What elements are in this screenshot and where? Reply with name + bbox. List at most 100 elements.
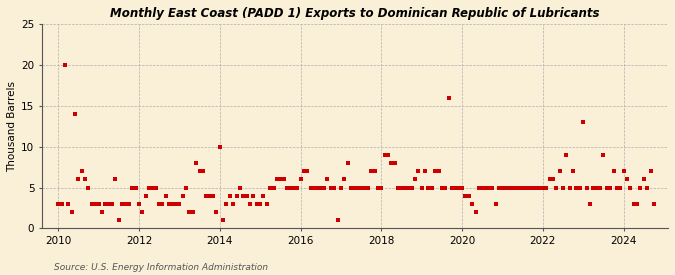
Point: [403, 185, 414, 190]
Point: [224, 194, 235, 198]
Point: [342, 161, 353, 165]
Point: [234, 185, 245, 190]
Point: [315, 185, 326, 190]
Point: [504, 185, 514, 190]
Point: [130, 185, 141, 190]
Point: [151, 185, 161, 190]
Point: [178, 194, 188, 198]
Point: [470, 210, 481, 214]
Point: [83, 185, 94, 190]
Point: [322, 177, 333, 182]
Point: [70, 112, 80, 116]
Point: [493, 185, 504, 190]
Point: [628, 202, 639, 206]
Point: [410, 177, 421, 182]
Point: [450, 185, 461, 190]
Point: [221, 202, 232, 206]
Point: [208, 194, 219, 198]
Point: [524, 185, 535, 190]
Point: [574, 185, 585, 190]
Point: [514, 185, 524, 190]
Point: [120, 202, 131, 206]
Point: [97, 210, 107, 214]
Point: [100, 202, 111, 206]
Point: [157, 202, 168, 206]
Point: [510, 185, 521, 190]
Point: [295, 177, 306, 182]
Point: [107, 202, 117, 206]
Point: [124, 202, 134, 206]
Point: [258, 194, 269, 198]
Point: [349, 185, 360, 190]
Point: [645, 169, 656, 173]
Point: [578, 120, 589, 124]
Point: [373, 185, 383, 190]
Point: [154, 202, 165, 206]
Point: [437, 185, 448, 190]
Point: [464, 194, 475, 198]
Point: [103, 202, 114, 206]
Point: [110, 177, 121, 182]
Title: Monthly East Coast (PADD 1) Exports to Dominican Republic of Lubricants: Monthly East Coast (PADD 1) Exports to D…: [110, 7, 600, 20]
Point: [389, 161, 400, 165]
Point: [541, 185, 551, 190]
Point: [595, 185, 605, 190]
Point: [608, 169, 619, 173]
Point: [288, 185, 299, 190]
Point: [215, 144, 225, 149]
Point: [198, 169, 209, 173]
Point: [612, 185, 622, 190]
Point: [80, 177, 90, 182]
Point: [167, 202, 178, 206]
Point: [581, 185, 592, 190]
Point: [430, 169, 441, 173]
Point: [547, 177, 558, 182]
Point: [427, 185, 437, 190]
Point: [194, 169, 205, 173]
Point: [571, 185, 582, 190]
Point: [144, 185, 155, 190]
Point: [231, 194, 242, 198]
Point: [362, 185, 373, 190]
Point: [352, 185, 363, 190]
Point: [393, 185, 404, 190]
Point: [460, 194, 471, 198]
Point: [181, 185, 192, 190]
Point: [325, 185, 336, 190]
Point: [605, 185, 616, 190]
Point: [205, 194, 215, 198]
Point: [302, 169, 313, 173]
Point: [534, 185, 545, 190]
Point: [137, 210, 148, 214]
Point: [601, 185, 612, 190]
Point: [329, 185, 340, 190]
Point: [554, 169, 565, 173]
Point: [127, 185, 138, 190]
Point: [480, 185, 491, 190]
Point: [591, 185, 602, 190]
Point: [335, 185, 346, 190]
Point: [76, 169, 87, 173]
Point: [642, 185, 653, 190]
Point: [625, 185, 636, 190]
Point: [520, 185, 531, 190]
Point: [244, 202, 255, 206]
Point: [588, 185, 599, 190]
Point: [406, 185, 417, 190]
Point: [615, 185, 626, 190]
Point: [369, 169, 380, 173]
Point: [90, 202, 101, 206]
Point: [379, 153, 390, 157]
Point: [174, 202, 185, 206]
Point: [63, 202, 74, 206]
Point: [188, 210, 198, 214]
Point: [339, 177, 350, 182]
Point: [261, 202, 272, 206]
Point: [473, 185, 484, 190]
Point: [251, 202, 262, 206]
Point: [271, 177, 282, 182]
Point: [201, 194, 212, 198]
Point: [537, 185, 548, 190]
Point: [466, 202, 477, 206]
Point: [413, 169, 424, 173]
